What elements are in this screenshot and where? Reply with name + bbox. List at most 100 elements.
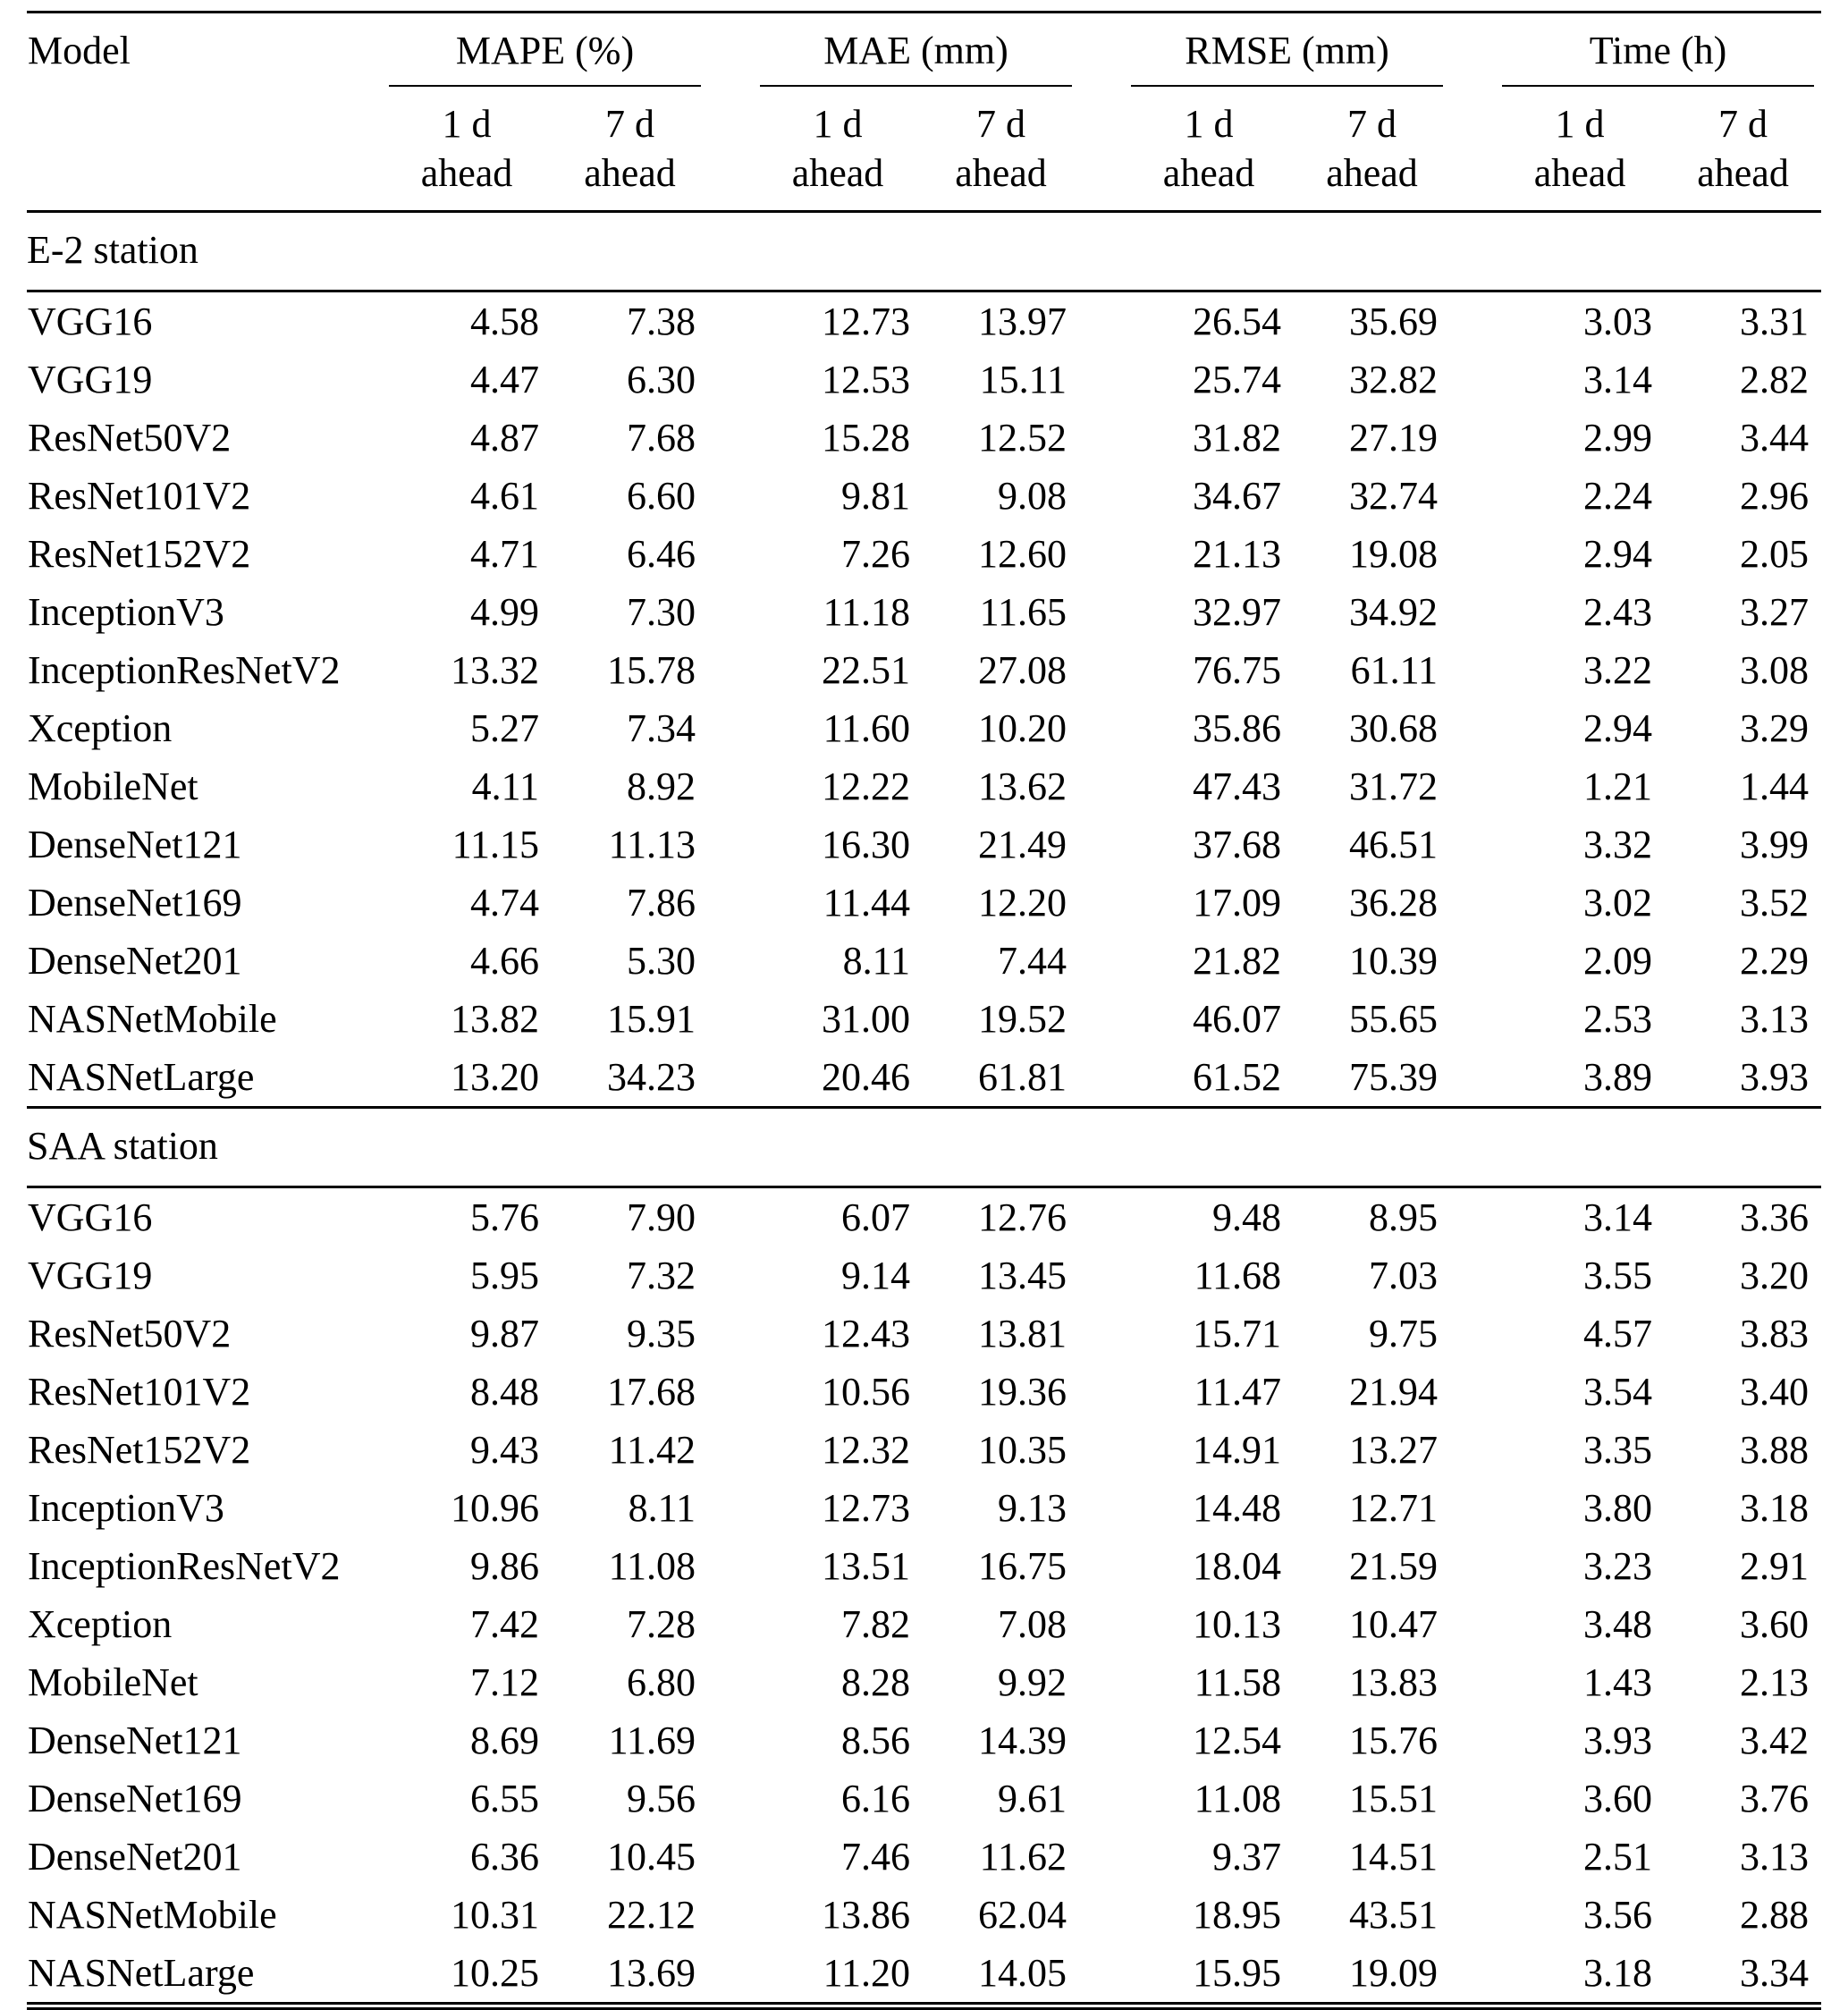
model-name-cell: InceptionResNetV2 xyxy=(28,1544,341,1588)
subheader-line1: 7 d xyxy=(976,102,1026,146)
model-name-cell: ResNet152V2 xyxy=(28,1428,251,1472)
value-cell: 4.99 xyxy=(470,590,539,634)
value-cell: 13.45 xyxy=(978,1254,1067,1297)
value-cell: 9.14 xyxy=(841,1254,911,1297)
table-row: Xception 5.27 7.34 11.60 10.20 35.86 30.68 2.94… xyxy=(27,699,1821,757)
subheader-line1: 7 d xyxy=(1347,102,1397,146)
value-cell: 11.58 xyxy=(1194,1660,1282,1704)
model-name-cell: NASNetMobile xyxy=(28,1893,277,1937)
value-cell: 3.08 xyxy=(1740,648,1810,692)
model-name-cell: VGG19 xyxy=(28,1254,153,1297)
section-header-row: SAA station xyxy=(27,1106,1822,1188)
value-cell: 18.04 xyxy=(1193,1544,1282,1588)
table-row: VGG16 4.58 7.38 12.73 13.97 26.54 35.69 3.03 3.3… xyxy=(27,291,1821,351)
value-cell: 4.71 xyxy=(470,532,539,576)
value-cell: 7.08 xyxy=(998,1602,1067,1646)
value-cell: 14.48 xyxy=(1193,1486,1282,1530)
value-cell: 8.48 xyxy=(470,1370,539,1414)
value-cell: 11.44 xyxy=(823,881,911,925)
value-cell: 26.54 xyxy=(1193,300,1282,343)
subheader-line2: ahead xyxy=(1697,151,1789,195)
value-cell: 9.75 xyxy=(1369,1312,1439,1355)
value-cell: 15.91 xyxy=(607,997,696,1041)
value-cell: 21.94 xyxy=(1349,1370,1439,1414)
value-cell: 3.03 xyxy=(1583,300,1653,343)
model-name-cell: Xception xyxy=(28,706,173,750)
value-cell: 4.66 xyxy=(470,939,539,983)
value-cell: 13.27 xyxy=(1349,1428,1439,1472)
value-cell: 7.44 xyxy=(998,939,1067,983)
value-cell: 37.68 xyxy=(1193,823,1282,866)
value-cell: 13.20 xyxy=(451,1055,539,1099)
value-cell: 2.88 xyxy=(1740,1893,1810,1937)
value-cell: 7.90 xyxy=(627,1195,696,1239)
value-cell: 9.08 xyxy=(998,474,1067,518)
table-row: InceptionResNetV2 13.32 15.78 22.51 27.08 76.… xyxy=(27,641,1821,699)
value-cell: 2.13 xyxy=(1740,1660,1810,1704)
value-cell: 6.55 xyxy=(470,1777,539,1820)
value-cell: 2.51 xyxy=(1583,1835,1653,1879)
value-cell: 10.47 xyxy=(1349,1602,1439,1646)
table-row: NASNetMobile 10.31 22.12 13.86 62.04 18.95 43.… xyxy=(27,1886,1821,1944)
model-name-cell: InceptionResNetV2 xyxy=(28,648,341,692)
value-cell: 12.43 xyxy=(822,1312,911,1355)
value-cell: 30.68 xyxy=(1349,706,1439,750)
value-cell: 2.94 xyxy=(1583,706,1653,750)
value-cell: 8.92 xyxy=(627,764,696,808)
value-cell: 12.20 xyxy=(978,881,1067,925)
value-cell: 62.04 xyxy=(978,1893,1067,1937)
value-cell: 10.45 xyxy=(607,1835,696,1879)
value-cell: 9.86 xyxy=(470,1544,539,1588)
value-cell: 21.49 xyxy=(978,823,1067,866)
value-cell: 9.13 xyxy=(998,1486,1067,1530)
value-cell: 7.03 xyxy=(1369,1254,1439,1297)
value-cell: 75.39 xyxy=(1349,1055,1439,1099)
subheader-rmse-7d: 7 d ahead xyxy=(1294,87,1451,213)
value-cell: 34.92 xyxy=(1349,590,1439,634)
value-cell: 8.11 xyxy=(628,1486,696,1530)
value-cell: 9.87 xyxy=(470,1312,539,1355)
value-cell: 8.56 xyxy=(841,1719,911,1762)
value-cell: 11.69 xyxy=(608,1719,696,1762)
value-cell: 12.73 xyxy=(822,1486,911,1530)
value-cell: 6.16 xyxy=(841,1777,911,1820)
subheader-line2: ahead xyxy=(584,151,676,195)
table-row: DenseNet169 6.55 9.56 6.16 9.61 11.08 15.51 3.6… xyxy=(27,1769,1821,1828)
value-cell: 12.53 xyxy=(822,358,911,401)
value-cell: 6.46 xyxy=(627,532,696,576)
value-cell: 3.29 xyxy=(1740,706,1810,750)
value-cell: 7.34 xyxy=(627,706,696,750)
value-cell: 2.82 xyxy=(1740,358,1810,401)
value-cell: 7.26 xyxy=(841,532,911,576)
value-cell: 16.75 xyxy=(978,1544,1067,1588)
value-cell: 7.28 xyxy=(627,1602,696,1646)
table-row: InceptionResNetV2 9.86 11.08 13.51 16.75 18.0… xyxy=(27,1537,1821,1595)
value-cell: 21.59 xyxy=(1349,1544,1439,1588)
subheader-line1: 1 d xyxy=(813,102,863,146)
value-cell: 61.52 xyxy=(1193,1055,1282,1099)
value-cell: 2.53 xyxy=(1583,997,1653,1041)
subheader-line2: ahead xyxy=(791,151,884,195)
value-cell: 19.36 xyxy=(978,1370,1067,1414)
subheader-time-7d: 7 d ahead xyxy=(1665,87,1822,213)
value-cell: 46.07 xyxy=(1193,997,1282,1041)
value-cell: 2.29 xyxy=(1740,939,1810,983)
value-cell: 31.82 xyxy=(1193,416,1282,460)
value-cell: 11.08 xyxy=(1194,1777,1282,1820)
value-cell: 3.13 xyxy=(1740,997,1810,1041)
subheader-mae-7d: 7 d ahead xyxy=(923,87,1080,213)
value-cell: 3.34 xyxy=(1740,1951,1810,1995)
group-label-mape: MAPE (%) xyxy=(389,28,702,87)
value-cell: 2.94 xyxy=(1583,532,1653,576)
model-name-cell: VGG19 xyxy=(28,358,153,401)
model-name-cell: ResNet50V2 xyxy=(28,1312,232,1355)
model-name-cell: MobileNet xyxy=(28,1660,198,1704)
value-cell: 6.07 xyxy=(841,1195,911,1239)
model-name-cell: DenseNet201 xyxy=(28,939,242,983)
value-cell: 1.43 xyxy=(1583,1660,1653,1704)
value-cell: 19.52 xyxy=(978,997,1067,1041)
model-name-cell: VGG16 xyxy=(28,300,153,343)
value-cell: 9.56 xyxy=(627,1777,696,1820)
subheader-mae-1d: 1 d ahead xyxy=(708,87,924,213)
